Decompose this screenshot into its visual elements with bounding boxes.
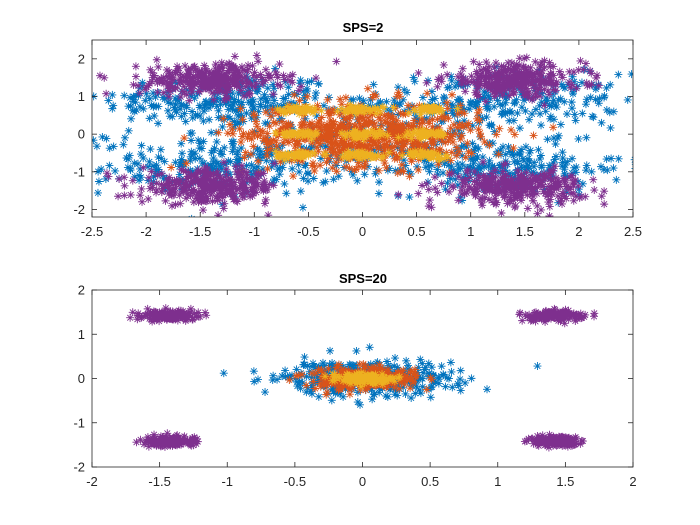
x-tick-label: 1 (467, 224, 474, 239)
x-tick-label: -2 (86, 474, 98, 489)
y-tick-label: 1 (78, 89, 85, 104)
y-tick-label: -1 (73, 415, 85, 430)
y-tick-label: 2 (78, 51, 85, 66)
x-tick-label: -1 (249, 224, 261, 239)
y-tick-label: 0 (78, 371, 85, 386)
scatter-series-3 (321, 368, 404, 391)
y-tick-label: -2 (73, 202, 85, 217)
y-tick-label: -1 (73, 164, 85, 179)
x-tick-label: 2 (575, 224, 582, 239)
x-tick-label: 1.5 (556, 474, 574, 489)
x-tick-label: 0 (359, 224, 366, 239)
x-tick-label: 0.5 (421, 474, 439, 489)
plot-area (92, 51, 633, 217)
subplot-sps-20: SPS=20 -2 -1.5 -1 -0.5 0 0.5 1 1.5 2 -2 -1 0 1 2 (73, 271, 636, 489)
plot-area (126, 304, 599, 452)
x-tick-label: 0 (359, 474, 366, 489)
y-tick-label: 0 (78, 127, 85, 142)
x-tick-label: -1 (221, 474, 233, 489)
x-tick-label: 1.5 (516, 224, 534, 239)
x-tick-label: -2 (140, 224, 152, 239)
x-tick-label: -0.5 (284, 474, 306, 489)
x-tick-label: 2 (629, 474, 636, 489)
subplot-sps-2: SPS=2 -2.5 -2 -1.5 -1 -0.5 0 0.5 1 1.5 2 2.5 -2 -1 0 1… (73, 20, 642, 239)
subplot-title: SPS=2 (343, 20, 384, 35)
x-tick-label: -2.5 (81, 224, 103, 239)
y-tick-label: -2 (73, 460, 85, 475)
y-tick-label: 2 (78, 283, 85, 298)
x-tick-label: -0.5 (297, 224, 319, 239)
scatter-series-4 (95, 51, 609, 217)
x-tick-label: 2.5 (624, 224, 642, 239)
y-tick-label: 1 (78, 327, 85, 342)
scatter-series-3 (271, 100, 462, 164)
subplot-title: SPS=20 (339, 271, 387, 286)
x-tick-label: 0.5 (408, 224, 426, 239)
x-tick-label: -1.5 (148, 474, 170, 489)
x-tick-label: -1.5 (189, 224, 211, 239)
x-tick-label: 1 (494, 474, 501, 489)
scatter-series-4 (126, 304, 599, 452)
